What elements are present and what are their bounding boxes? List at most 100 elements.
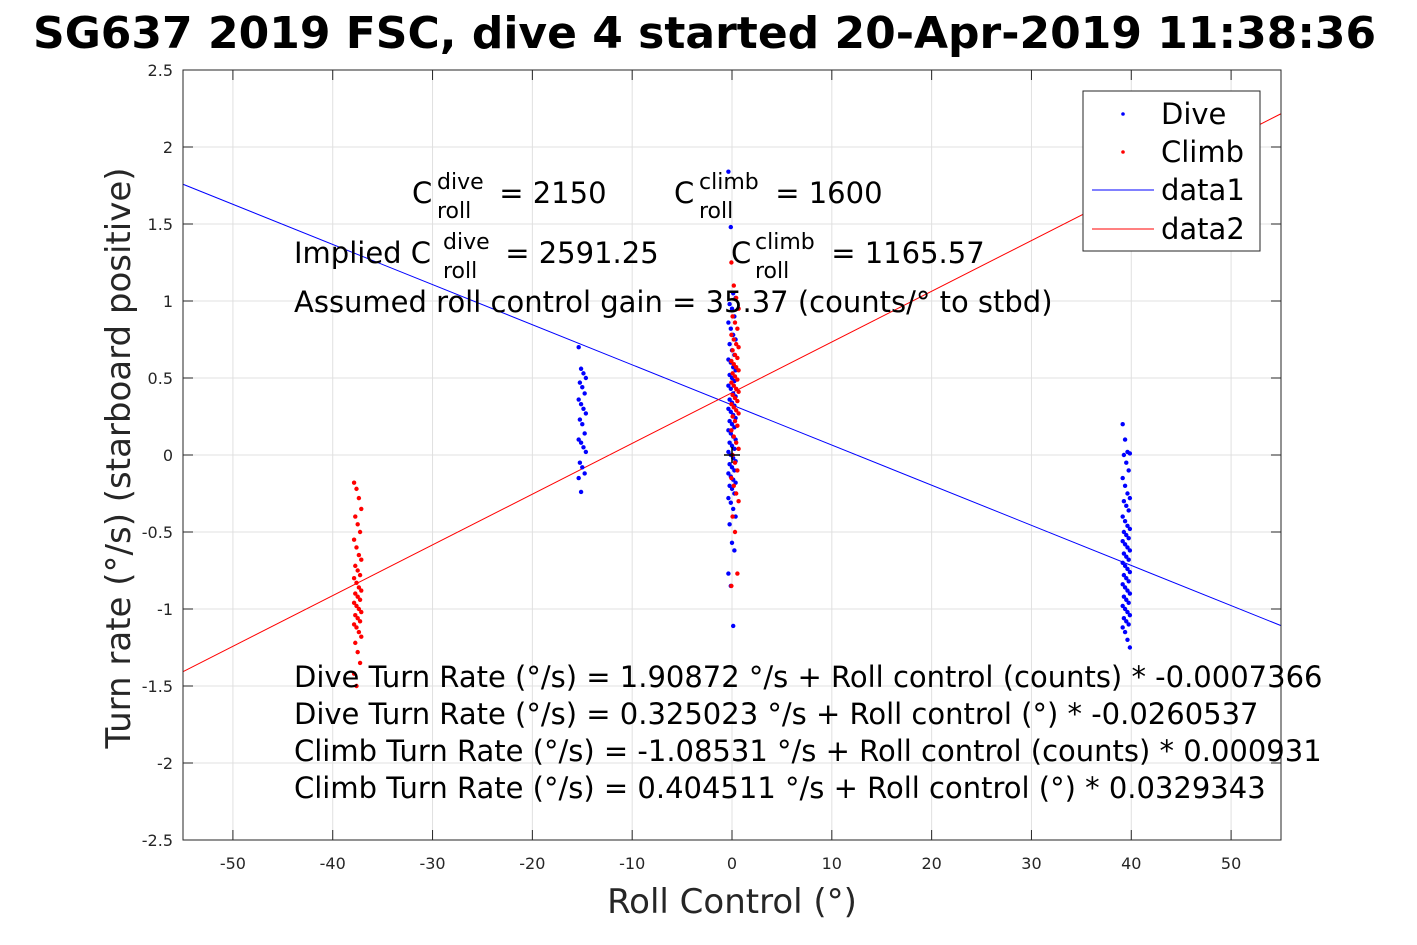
dive-point <box>577 460 583 465</box>
climb-point <box>357 660 363 666</box>
dive-point <box>726 571 731 576</box>
climb-point <box>735 355 740 361</box>
climb-point <box>736 368 741 373</box>
climb-point <box>732 352 738 358</box>
climb-point <box>354 603 359 609</box>
x-tick-label: -10 <box>619 854 645 873</box>
dive-point <box>1125 491 1130 496</box>
dive-point <box>1120 603 1125 609</box>
y-tick-label: -1.5 <box>142 677 173 696</box>
climb-point <box>735 571 740 576</box>
c-roll-dive-sup: dive <box>437 170 484 195</box>
x-tick-label: -50 <box>220 854 246 873</box>
implied-dive-value: = 2591.25 <box>496 236 659 270</box>
climb-point <box>735 377 740 382</box>
climb-point <box>353 640 358 646</box>
dive-point <box>582 391 587 396</box>
dive-point <box>1121 499 1127 504</box>
climb-point <box>729 475 734 481</box>
dive-counts-equation: Dive Turn Rate (°/s) = 1.90872 °/s + Rol… <box>294 660 1322 694</box>
climb-point <box>355 616 360 621</box>
climb-point <box>353 591 358 596</box>
climb-point <box>736 306 741 311</box>
dive-point <box>1120 582 1125 587</box>
x-tick-label: 50 <box>1221 854 1241 873</box>
dive-point <box>1127 451 1133 456</box>
dive-point <box>1124 576 1129 581</box>
dive-point <box>728 409 734 415</box>
climb-point <box>357 619 363 624</box>
dive-point <box>581 406 586 411</box>
legend-climb-label: Climb <box>1161 135 1244 169</box>
climb-point <box>354 683 359 689</box>
implied-climb-sup: climb <box>755 230 815 255</box>
dive-point <box>1124 554 1129 559</box>
dive-point <box>583 411 589 416</box>
dive-point <box>728 326 734 331</box>
dive-point <box>577 417 583 422</box>
climb-point <box>732 374 738 379</box>
dive-point <box>1125 545 1130 550</box>
x-tick-label: -20 <box>519 854 545 873</box>
dive-point <box>576 345 581 350</box>
dive-point <box>1127 612 1133 618</box>
dive-point <box>1120 560 1125 565</box>
origin-marker <box>724 447 740 463</box>
climb-point <box>736 345 741 350</box>
dive-point <box>578 440 584 445</box>
legend-box <box>1082 90 1261 252</box>
x-tick-label: 10 <box>822 854 842 873</box>
implied-c-roll-dive-annotation: Implied C dive roll = 2591.25 <box>294 230 659 284</box>
climb-point <box>735 398 740 404</box>
c-roll-climb-sub: roll <box>699 199 733 224</box>
dive-point <box>1126 468 1131 473</box>
dive-point <box>1124 532 1129 538</box>
dive-point <box>727 301 732 307</box>
implied-prefix: Implied C <box>294 236 431 270</box>
y-tick-label: 2 <box>163 138 173 157</box>
climb-point <box>733 295 739 301</box>
dive-point <box>1121 616 1127 621</box>
climb-point <box>729 260 734 265</box>
dive-point <box>580 385 585 390</box>
climb-point <box>735 326 740 331</box>
x-tick-label: -30 <box>419 854 445 873</box>
dive-point <box>1127 526 1133 532</box>
climb-point <box>729 583 734 589</box>
climb-point <box>735 423 740 428</box>
climb-point <box>351 671 357 676</box>
implied-climb-base: C <box>731 236 751 270</box>
dive-point <box>726 495 731 501</box>
dive-point <box>726 169 731 174</box>
dive-point <box>727 462 732 467</box>
dive-point <box>1125 588 1130 593</box>
dive-point <box>1121 572 1127 578</box>
climb-degrees-equation: Climb Turn Rate (°/s) = 0.404511 °/s + R… <box>294 771 1266 805</box>
dive-point <box>582 431 587 436</box>
climb-point <box>731 383 736 388</box>
climb-point <box>351 622 357 627</box>
legend: Dive Climb data1 data2 <box>1082 90 1261 252</box>
climb-point <box>355 649 360 655</box>
dive-point <box>1120 514 1125 519</box>
climb-point <box>736 411 741 416</box>
climb-point <box>354 580 359 586</box>
dive-point <box>1120 625 1125 630</box>
c-roll-climb-value: = 1600 <box>766 176 883 210</box>
climb-point <box>359 588 364 593</box>
dive-point <box>1127 548 1133 553</box>
x-tick-label: 30 <box>1021 854 1041 873</box>
climb-point <box>357 529 363 535</box>
dive-point <box>727 341 732 347</box>
c-roll-dive-base: C <box>412 176 432 210</box>
climb-point <box>730 314 735 319</box>
climb-point <box>351 480 357 485</box>
dive-point <box>732 548 737 553</box>
dive-degrees-equation: Dive Turn Rate (°/s) = 0.325023 °/s + Ro… <box>294 697 1259 731</box>
y-tick-label: 0.5 <box>148 369 173 388</box>
dive-point <box>729 465 735 470</box>
dive-point <box>1120 539 1125 544</box>
climb-point <box>730 414 735 419</box>
climb-point <box>729 332 734 338</box>
